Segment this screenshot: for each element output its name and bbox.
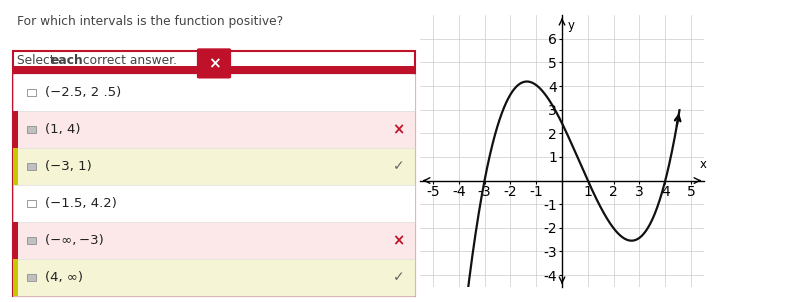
FancyBboxPatch shape: [26, 274, 36, 281]
Text: y: y: [568, 19, 574, 32]
FancyBboxPatch shape: [26, 237, 36, 244]
Text: correct answer.: correct answer.: [79, 54, 177, 67]
FancyBboxPatch shape: [13, 66, 415, 74]
Text: (1, 4): (1, 4): [46, 123, 81, 136]
FancyBboxPatch shape: [197, 48, 231, 79]
Text: ✓: ✓: [393, 271, 405, 284]
Text: Select: Select: [17, 54, 58, 67]
FancyBboxPatch shape: [13, 185, 415, 222]
FancyBboxPatch shape: [13, 148, 18, 185]
Text: each: each: [50, 54, 83, 67]
Text: ×: ×: [392, 233, 405, 248]
FancyBboxPatch shape: [13, 222, 415, 259]
FancyBboxPatch shape: [26, 89, 36, 96]
FancyBboxPatch shape: [13, 111, 415, 148]
Text: (4, ∞): (4, ∞): [46, 271, 83, 284]
Text: ×: ×: [208, 56, 220, 71]
FancyBboxPatch shape: [26, 200, 36, 207]
FancyBboxPatch shape: [13, 148, 415, 185]
FancyBboxPatch shape: [13, 259, 18, 296]
Text: ×: ×: [392, 122, 405, 137]
FancyBboxPatch shape: [13, 74, 415, 111]
Text: ✓: ✓: [393, 159, 405, 173]
Text: (−2.5, 2 .5): (−2.5, 2 .5): [46, 86, 122, 99]
Text: x: x: [699, 158, 706, 171]
FancyBboxPatch shape: [26, 126, 36, 133]
FancyBboxPatch shape: [13, 111, 18, 148]
Text: (−1.5, 4.2): (−1.5, 4.2): [46, 197, 118, 210]
Text: For which intervals is the function positive?: For which intervals is the function posi…: [17, 15, 283, 28]
FancyBboxPatch shape: [13, 259, 415, 296]
FancyBboxPatch shape: [13, 222, 18, 259]
Text: (−3, 1): (−3, 1): [46, 160, 92, 173]
Text: (−∞, −3): (−∞, −3): [46, 234, 104, 247]
FancyBboxPatch shape: [26, 163, 36, 170]
